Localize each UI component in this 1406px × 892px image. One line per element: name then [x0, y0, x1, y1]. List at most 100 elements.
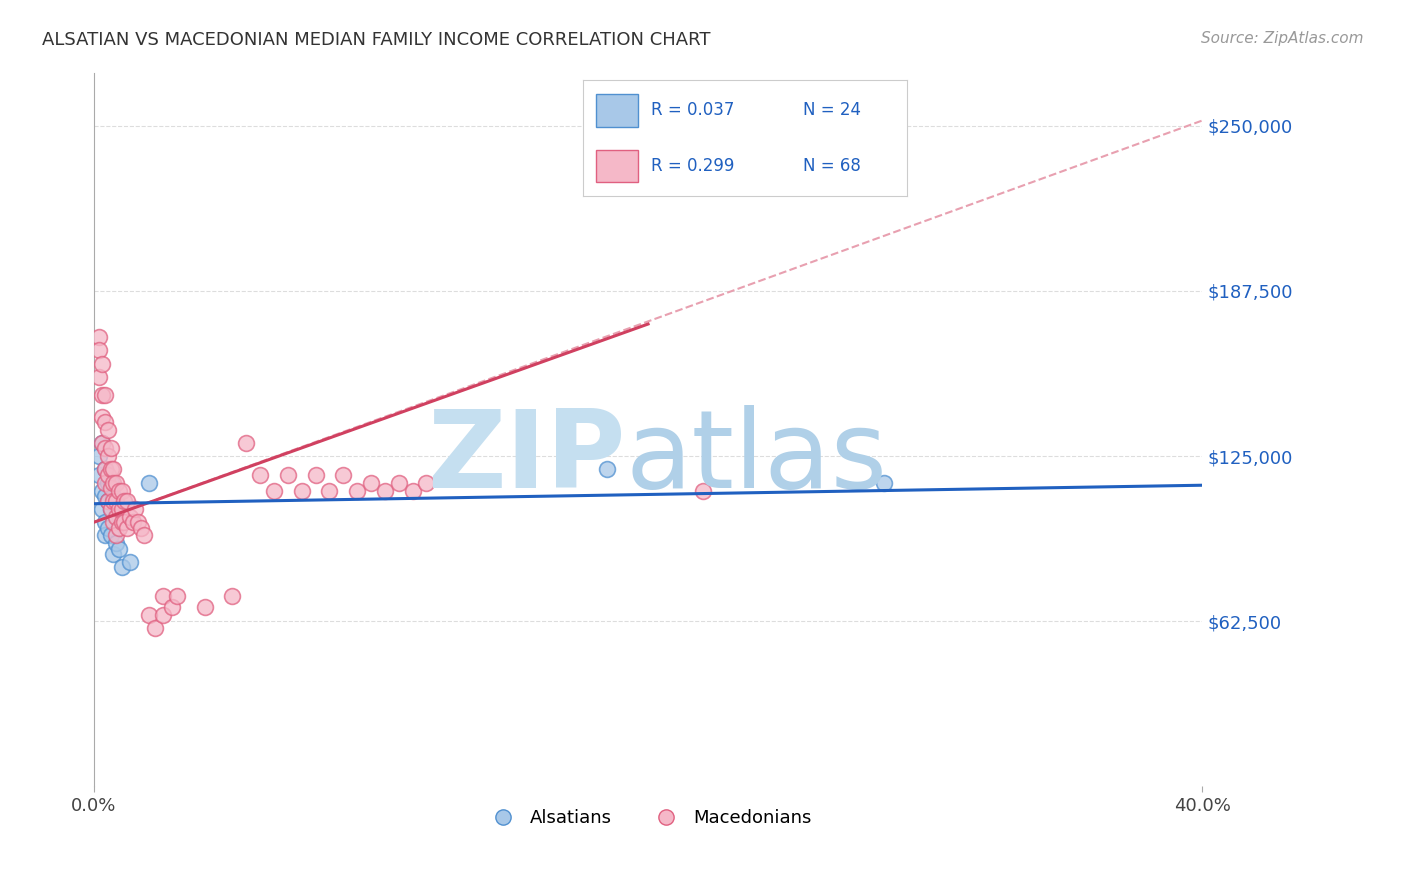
Point: [108, 502, 131, 516]
Point: [100, 528, 122, 542]
Point: [112, 494, 135, 508]
Point: [89, 370, 111, 384]
Point: [89, 343, 111, 358]
Point: [97, 423, 120, 437]
Point: [118, 555, 141, 569]
Text: R = 0.037: R = 0.037: [651, 102, 735, 120]
Point: [100, 481, 122, 495]
Point: [103, 462, 125, 476]
Point: [111, 515, 134, 529]
Point: [138, 607, 160, 622]
Point: [89, 330, 111, 344]
Point: [105, 510, 128, 524]
Point: [103, 515, 125, 529]
Point: [360, 475, 382, 490]
Point: [111, 560, 134, 574]
Point: [595, 462, 617, 476]
Point: [100, 475, 122, 490]
Point: [97, 520, 120, 534]
Point: [91, 436, 114, 450]
Point: [118, 510, 141, 524]
Point: [111, 483, 134, 498]
Text: N = 68: N = 68: [803, 157, 862, 175]
Point: [263, 483, 285, 498]
Point: [108, 520, 131, 534]
Point: [872, 119, 894, 133]
Point: [692, 483, 714, 498]
Point: [91, 357, 114, 371]
Point: [97, 449, 120, 463]
Point: [127, 515, 149, 529]
Point: [124, 502, 146, 516]
Legend: Alsatians, Macedonians: Alsatians, Macedonians: [478, 802, 818, 835]
Point: [108, 483, 131, 498]
FancyBboxPatch shape: [596, 150, 638, 182]
Point: [152, 589, 174, 603]
Point: [166, 589, 188, 603]
Point: [332, 467, 354, 482]
Point: [111, 502, 134, 516]
Text: ALSATIAN VS MACEDONIAN MEDIAN FAMILY INCOME CORRELATION CHART: ALSATIAN VS MACEDONIAN MEDIAN FAMILY INC…: [42, 31, 710, 49]
Point: [105, 536, 128, 550]
Point: [94, 388, 117, 402]
Point: [401, 483, 423, 498]
Point: [97, 475, 120, 490]
Point: [346, 483, 368, 498]
Point: [249, 467, 271, 482]
Point: [103, 475, 125, 490]
Point: [94, 489, 117, 503]
Point: [105, 475, 128, 490]
Point: [115, 520, 138, 534]
Point: [103, 489, 125, 503]
Point: [121, 515, 143, 529]
Point: [152, 607, 174, 622]
Point: [872, 475, 894, 490]
Text: Source: ZipAtlas.com: Source: ZipAtlas.com: [1201, 31, 1364, 46]
Point: [94, 462, 117, 476]
FancyBboxPatch shape: [596, 95, 638, 127]
Point: [103, 494, 125, 508]
Text: ZIP: ZIP: [427, 405, 626, 511]
Point: [94, 441, 117, 455]
Point: [97, 494, 120, 508]
Point: [132, 528, 155, 542]
Point: [94, 415, 117, 429]
Point: [89, 449, 111, 463]
Point: [100, 462, 122, 476]
Point: [291, 483, 314, 498]
Point: [94, 528, 117, 542]
Point: [91, 409, 114, 424]
Point: [374, 483, 396, 498]
Text: R = 0.299: R = 0.299: [651, 157, 735, 175]
Point: [277, 467, 299, 482]
Point: [89, 467, 111, 482]
Point: [91, 483, 114, 498]
Point: [304, 467, 326, 482]
Point: [388, 475, 411, 490]
Point: [415, 475, 437, 490]
Point: [91, 388, 114, 402]
Point: [100, 441, 122, 455]
Point: [138, 475, 160, 490]
Point: [94, 475, 117, 490]
Point: [194, 599, 217, 614]
Point: [318, 483, 340, 498]
Point: [105, 494, 128, 508]
Point: [143, 621, 166, 635]
Point: [100, 502, 122, 516]
Point: [91, 436, 114, 450]
Point: [129, 520, 152, 534]
Point: [94, 515, 117, 529]
Point: [105, 528, 128, 542]
Point: [97, 467, 120, 482]
Point: [221, 589, 243, 603]
Point: [94, 462, 117, 476]
Text: N = 24: N = 24: [803, 102, 862, 120]
Point: [235, 436, 257, 450]
Point: [100, 502, 122, 516]
Point: [160, 599, 183, 614]
Text: atlas: atlas: [626, 405, 889, 511]
Point: [112, 515, 135, 529]
Point: [108, 541, 131, 556]
Point: [115, 494, 138, 508]
